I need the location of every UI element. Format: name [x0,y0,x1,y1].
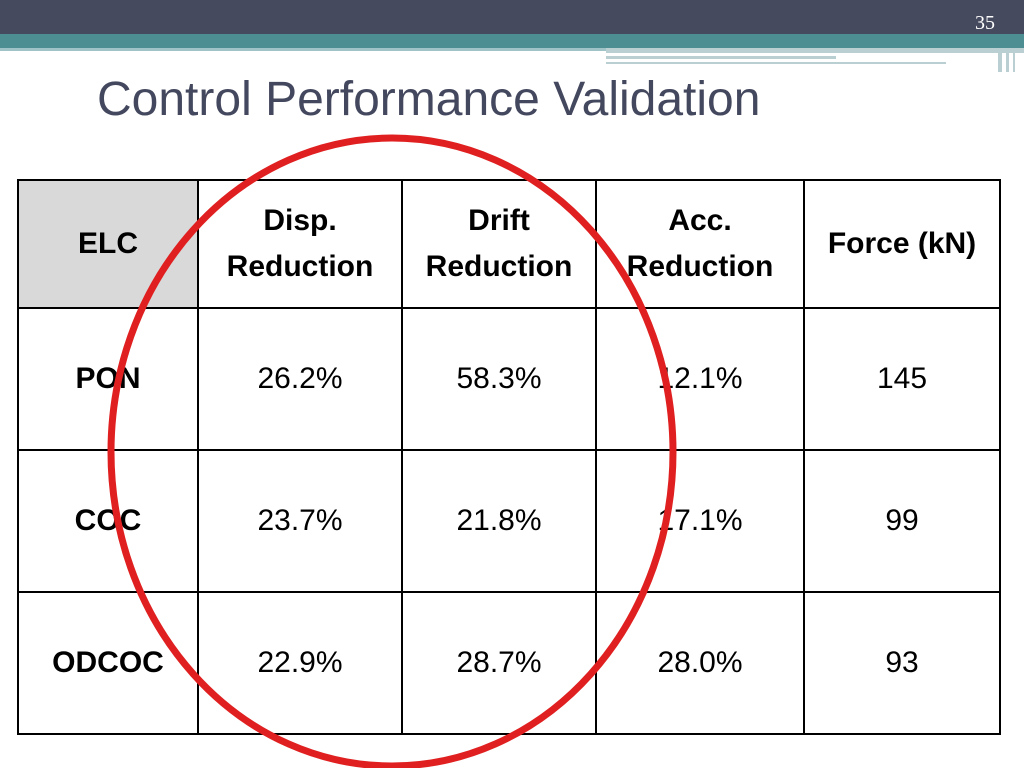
header-disp-reduction-text: Disp. Reduction [226,204,374,283]
cell-coc-force: 99 [803,449,1001,593]
light-decorative-line [0,48,610,51]
table-header-row: ELC Disp. Reduction Drift Reduction Acc.… [17,179,1001,309]
results-table: ELC Disp. Reduction Drift Reduction Acc.… [17,179,1001,735]
cell-odcoc-disp: 22.9% [197,591,403,735]
table-row: PON 26.2% 58.3% 12.1% 145 [17,307,1001,451]
header-elc: ELC [17,179,199,309]
row-label-odcoc: ODCOC [17,591,199,735]
row-label-coc: COC [17,449,199,593]
header-drift-reduction-text: Drift Reduction [425,204,573,283]
cell-coc-drift: 21.8% [401,449,597,593]
cell-pon-disp: 26.2% [197,307,403,451]
slide-title: Control Performance Validation [97,73,761,126]
top-decorative-band [0,0,1024,34]
table-row: COC 23.7% 21.8% 17.1% 99 [17,449,1001,593]
cell-odcoc-acc: 28.0% [595,591,805,735]
cell-coc-acc: 17.1% [595,449,805,593]
cell-pon-acc: 12.1% [595,307,805,451]
header-disp-reduction: Disp. Reduction [197,179,403,309]
cell-odcoc-drift: 28.7% [401,591,597,735]
cell-pon-force: 145 [803,307,1001,451]
header-acc-reduction-text: Acc. Reduction [626,204,774,283]
teal-decorative-band [0,34,1024,48]
slide-number: 35 [975,12,995,34]
row-label-pon: PON [17,307,199,451]
header-force: Force (kN) [803,179,1001,309]
cell-odcoc-force: 93 [803,591,1001,735]
table-row: ODCOC 22.9% 28.7% 28.0% 93 [17,591,1001,735]
header-drift-reduction: Drift Reduction [401,179,597,309]
header-acc-reduction: Acc. Reduction [595,179,805,309]
cell-pon-drift: 58.3% [401,307,597,451]
right-decorative-lines [606,48,1024,72]
cell-coc-disp: 23.7% [197,449,403,593]
